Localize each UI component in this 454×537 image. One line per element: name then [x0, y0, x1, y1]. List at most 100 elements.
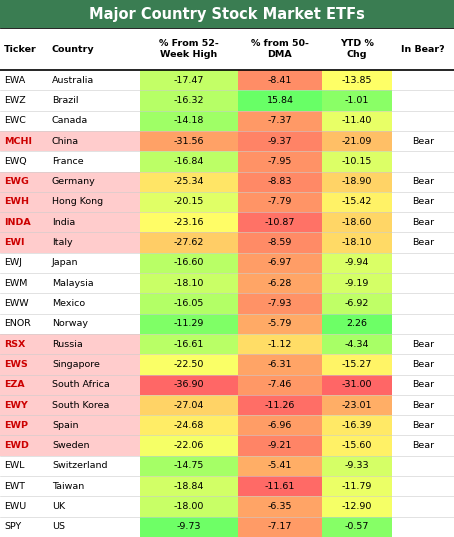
- Text: France: France: [52, 157, 84, 166]
- Text: Bear: Bear: [412, 339, 434, 349]
- Text: Switzerland: Switzerland: [52, 461, 108, 470]
- Text: -31.56: -31.56: [174, 136, 204, 146]
- Text: Italy: Italy: [52, 238, 73, 247]
- Text: -18.84: -18.84: [174, 482, 204, 491]
- Text: Bear: Bear: [412, 441, 434, 450]
- Text: EWL: EWL: [4, 461, 25, 470]
- Text: India: India: [52, 218, 75, 227]
- FancyBboxPatch shape: [322, 415, 392, 436]
- FancyBboxPatch shape: [0, 171, 140, 192]
- Text: -16.84: -16.84: [174, 157, 204, 166]
- Text: % from 50-
DMA: % from 50- DMA: [251, 39, 309, 59]
- Text: -18.60: -18.60: [342, 218, 372, 227]
- FancyBboxPatch shape: [0, 192, 140, 212]
- Text: -10.87: -10.87: [265, 218, 295, 227]
- FancyBboxPatch shape: [322, 436, 392, 456]
- Text: In Bear?: In Bear?: [401, 45, 445, 54]
- Text: EWG: EWG: [4, 177, 29, 186]
- FancyBboxPatch shape: [0, 415, 140, 436]
- Text: -6.92: -6.92: [345, 299, 369, 308]
- Text: -16.39: -16.39: [342, 421, 372, 430]
- Text: EWZ: EWZ: [4, 96, 26, 105]
- FancyBboxPatch shape: [238, 436, 322, 456]
- FancyBboxPatch shape: [140, 151, 238, 171]
- Text: -16.32: -16.32: [174, 96, 204, 105]
- FancyBboxPatch shape: [140, 293, 238, 314]
- Text: -9.21: -9.21: [268, 441, 292, 450]
- Text: YTD %
Chg: YTD % Chg: [340, 39, 374, 59]
- FancyBboxPatch shape: [322, 395, 392, 415]
- Text: Hong Kong: Hong Kong: [52, 198, 103, 207]
- FancyBboxPatch shape: [322, 476, 392, 496]
- Text: -18.10: -18.10: [342, 238, 372, 247]
- Text: INDA: INDA: [4, 218, 31, 227]
- FancyBboxPatch shape: [0, 131, 140, 151]
- Text: China: China: [52, 136, 79, 146]
- Text: -20.15: -20.15: [174, 198, 204, 207]
- FancyBboxPatch shape: [322, 192, 392, 212]
- FancyBboxPatch shape: [0, 334, 140, 354]
- Text: -6.31: -6.31: [268, 360, 292, 369]
- Text: -15.42: -15.42: [342, 198, 372, 207]
- Text: EWT: EWT: [4, 482, 25, 491]
- FancyBboxPatch shape: [140, 233, 238, 253]
- Text: -1.12: -1.12: [268, 339, 292, 349]
- Text: UK: UK: [52, 502, 65, 511]
- Text: EWS: EWS: [4, 360, 28, 369]
- Text: EZA: EZA: [4, 380, 25, 389]
- FancyBboxPatch shape: [322, 70, 392, 90]
- Text: -6.28: -6.28: [268, 279, 292, 288]
- Text: -4.34: -4.34: [345, 339, 369, 349]
- FancyBboxPatch shape: [322, 293, 392, 314]
- FancyBboxPatch shape: [140, 456, 238, 476]
- FancyBboxPatch shape: [238, 456, 322, 476]
- Text: Australia: Australia: [52, 76, 94, 85]
- Text: -0.57: -0.57: [345, 523, 369, 531]
- FancyBboxPatch shape: [140, 192, 238, 212]
- FancyBboxPatch shape: [238, 111, 322, 131]
- Text: Bear: Bear: [412, 238, 434, 247]
- FancyBboxPatch shape: [140, 375, 238, 395]
- FancyBboxPatch shape: [322, 517, 392, 537]
- Text: US: US: [52, 523, 65, 531]
- Text: 15.84: 15.84: [266, 96, 293, 105]
- Text: -22.50: -22.50: [174, 360, 204, 369]
- FancyBboxPatch shape: [140, 395, 238, 415]
- Text: -16.05: -16.05: [174, 299, 204, 308]
- FancyBboxPatch shape: [322, 171, 392, 192]
- Text: EWU: EWU: [4, 502, 26, 511]
- FancyBboxPatch shape: [0, 395, 140, 415]
- Text: -15.27: -15.27: [342, 360, 372, 369]
- FancyBboxPatch shape: [322, 334, 392, 354]
- Text: Germany: Germany: [52, 177, 96, 186]
- Text: Norway: Norway: [52, 320, 88, 328]
- Text: EWH: EWH: [4, 198, 29, 207]
- Text: -23.01: -23.01: [342, 401, 372, 410]
- Text: -11.40: -11.40: [342, 117, 372, 125]
- Text: EWQ: EWQ: [4, 157, 27, 166]
- Text: -21.09: -21.09: [342, 136, 372, 146]
- Text: -5.79: -5.79: [268, 320, 292, 328]
- FancyBboxPatch shape: [238, 476, 322, 496]
- Text: -31.00: -31.00: [342, 380, 372, 389]
- Text: -9.37: -9.37: [268, 136, 292, 146]
- FancyBboxPatch shape: [238, 212, 322, 233]
- Text: -27.62: -27.62: [174, 238, 204, 247]
- FancyBboxPatch shape: [238, 314, 322, 334]
- FancyBboxPatch shape: [238, 293, 322, 314]
- Text: EWD: EWD: [4, 441, 29, 450]
- FancyBboxPatch shape: [238, 131, 322, 151]
- FancyBboxPatch shape: [140, 314, 238, 334]
- FancyBboxPatch shape: [238, 171, 322, 192]
- Text: -14.75: -14.75: [174, 461, 204, 470]
- FancyBboxPatch shape: [322, 375, 392, 395]
- Text: Mexico: Mexico: [52, 299, 85, 308]
- FancyBboxPatch shape: [322, 456, 392, 476]
- FancyBboxPatch shape: [238, 192, 322, 212]
- Text: Ticker: Ticker: [4, 45, 37, 54]
- FancyBboxPatch shape: [140, 273, 238, 293]
- Text: -9.94: -9.94: [345, 258, 369, 267]
- FancyBboxPatch shape: [140, 70, 238, 90]
- Text: -17.47: -17.47: [174, 76, 204, 85]
- FancyBboxPatch shape: [0, 436, 140, 456]
